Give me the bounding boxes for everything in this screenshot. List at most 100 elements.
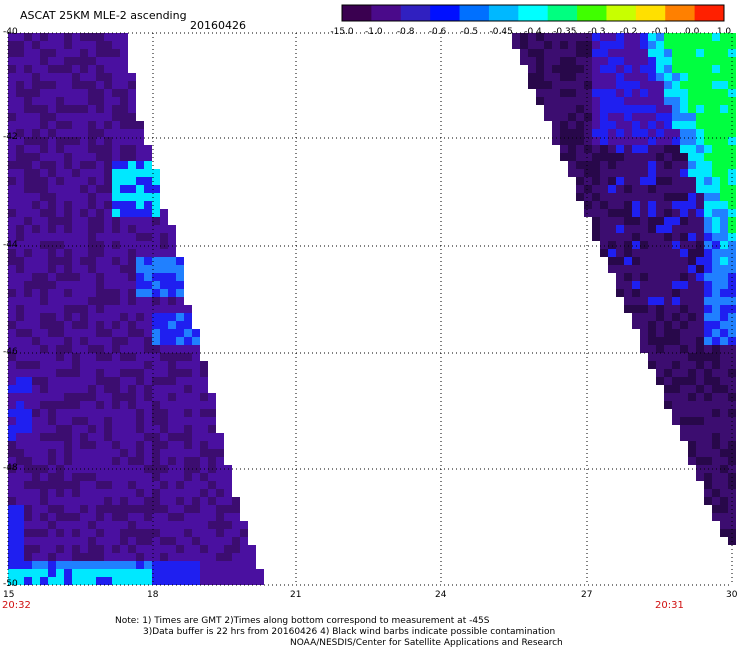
swath-cell <box>120 89 128 97</box>
swath-cell <box>696 353 704 361</box>
swath-cell <box>704 369 712 377</box>
swath-cell <box>24 201 32 209</box>
swath-cell <box>696 449 704 457</box>
swath-cell <box>584 33 592 41</box>
swath-cell <box>64 377 72 385</box>
swath-cell <box>80 377 88 385</box>
swath-cell <box>80 145 88 153</box>
swath-cell <box>64 545 72 553</box>
swath-cell <box>72 41 80 49</box>
swath-cell <box>136 425 144 433</box>
swath-cell <box>184 449 192 457</box>
swath-cell <box>160 449 168 457</box>
swath-cell <box>184 425 192 433</box>
swath-cell <box>184 505 192 513</box>
swath-cell <box>40 521 48 529</box>
swath-cell <box>32 337 40 345</box>
swath-cell <box>632 257 640 265</box>
swath-cell <box>200 489 208 497</box>
swath-cell <box>40 393 48 401</box>
swath-cell <box>576 105 584 113</box>
latitude-label: -40 <box>3 27 18 37</box>
swath-cell <box>32 201 40 209</box>
swath-cell <box>64 289 72 297</box>
swath-cell <box>96 105 104 113</box>
swath-cell <box>112 329 120 337</box>
swath-cell <box>712 401 720 409</box>
colorbar-label: -0.2 <box>619 27 638 37</box>
swath-cell <box>704 81 712 89</box>
swath-cell <box>24 169 32 177</box>
swath-cell <box>200 497 208 505</box>
swath-cell <box>192 561 200 569</box>
swath-cell <box>192 497 200 505</box>
swath-cell <box>128 81 136 89</box>
swath-cell <box>704 441 712 449</box>
swath-cell <box>544 41 552 49</box>
swath-cell <box>184 433 192 441</box>
swath-cell <box>720 265 728 273</box>
swath-cell <box>48 545 56 553</box>
swath-cell <box>560 97 568 105</box>
swath-cell <box>8 313 16 321</box>
swath-cell <box>168 377 176 385</box>
swath-cell <box>40 297 48 305</box>
longitude-label: 21 <box>290 590 302 600</box>
swath-cell <box>48 577 56 585</box>
swath-cell <box>576 33 584 41</box>
swath-cell <box>104 329 112 337</box>
swath-cell <box>96 425 104 433</box>
swath-cell <box>136 377 144 385</box>
swath-cell <box>176 553 184 561</box>
swath-cell <box>56 145 64 153</box>
swath-cell <box>568 49 576 57</box>
swath-cell <box>640 345 648 353</box>
swath-cell <box>224 537 232 545</box>
swath-cell <box>72 105 80 113</box>
swath-cell <box>56 481 64 489</box>
swath-cell <box>56 545 64 553</box>
swath-cell <box>696 153 704 161</box>
swath-cell <box>8 89 16 97</box>
swath-cell <box>64 489 72 497</box>
swath-cell <box>152 329 160 337</box>
swath-cell <box>232 545 240 553</box>
swath-cell <box>592 209 600 217</box>
swath-cell <box>184 385 192 393</box>
swath-cell <box>648 337 656 345</box>
swath-cell <box>48 249 56 257</box>
swath-cell <box>80 441 88 449</box>
swath-cell <box>88 121 96 129</box>
swath-cell <box>120 249 128 257</box>
swath-cell <box>608 81 616 89</box>
swath-cell <box>688 289 696 297</box>
swath-cell <box>88 169 96 177</box>
swath-cell <box>608 257 616 265</box>
swath-cell <box>152 305 160 313</box>
swath-cell <box>608 241 616 249</box>
swath-cell <box>152 401 160 409</box>
swath-cell <box>616 209 624 217</box>
swath-cell <box>32 257 40 265</box>
swath-cell <box>632 321 640 329</box>
swath-cell <box>56 57 64 65</box>
swath-cell <box>176 537 184 545</box>
swath-cell <box>664 81 672 89</box>
swath-cell <box>680 329 688 337</box>
swath-cell <box>32 441 40 449</box>
swath-cell <box>32 57 40 65</box>
swath-cell <box>680 289 688 297</box>
swath-cell <box>664 129 672 137</box>
swath-cell <box>712 329 720 337</box>
swath-cell <box>712 209 720 217</box>
swath-cell <box>112 529 120 537</box>
swath-cell <box>152 457 160 465</box>
swath-cell <box>128 209 136 217</box>
swath-cell <box>40 281 48 289</box>
swath-cell <box>184 401 192 409</box>
swath-cell <box>600 113 608 121</box>
swath-cell <box>48 281 56 289</box>
swath-cell <box>8 249 16 257</box>
swath-cell <box>112 321 120 329</box>
swath-cell <box>104 569 112 577</box>
